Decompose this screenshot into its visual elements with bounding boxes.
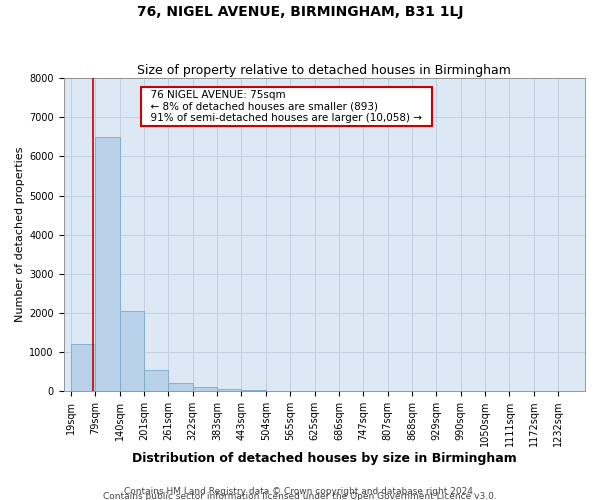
Bar	[193, 388, 217, 391]
Y-axis label: Number of detached properties: Number of detached properties	[15, 147, 25, 322]
Bar	[71, 344, 95, 391]
Bar	[217, 390, 241, 391]
Text: Contains public sector information licensed under the Open Government Licence v3: Contains public sector information licen…	[103, 492, 497, 500]
Bar	[144, 370, 168, 391]
Bar	[95, 137, 119, 391]
X-axis label: Distribution of detached houses by size in Birmingham: Distribution of detached houses by size …	[132, 452, 517, 465]
Title: Size of property relative to detached houses in Birmingham: Size of property relative to detached ho…	[137, 64, 511, 77]
Bar	[241, 390, 266, 391]
Text: Contains HM Land Registry data © Crown copyright and database right 2024.: Contains HM Land Registry data © Crown c…	[124, 487, 476, 496]
Text: 76 NIGEL AVENUE: 75sqm  
  ← 8% of detached houses are smaller (893)  
  91% of : 76 NIGEL AVENUE: 75sqm ← 8% of detached …	[144, 90, 428, 123]
Bar	[168, 384, 193, 391]
Bar	[119, 311, 144, 391]
Text: 76, NIGEL AVENUE, BIRMINGHAM, B31 1LJ: 76, NIGEL AVENUE, BIRMINGHAM, B31 1LJ	[137, 5, 463, 19]
